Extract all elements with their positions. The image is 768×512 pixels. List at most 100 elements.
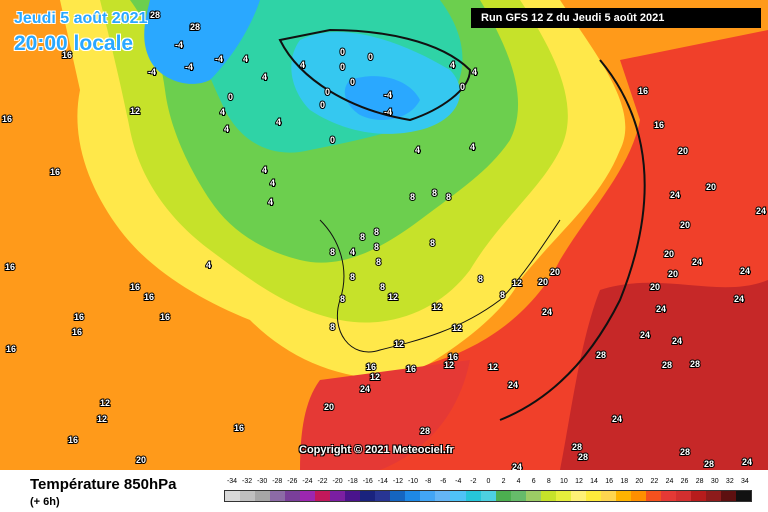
scale-swatch <box>525 491 541 501</box>
scale-tick-label: 22 <box>650 478 659 485</box>
isotherm-value-label: 24 <box>656 304 666 314</box>
isotherm-value-label: -4 <box>150 10 158 20</box>
isotherm-value-label: 24 <box>734 294 744 304</box>
isotherm-value-label: 0 <box>368 52 373 62</box>
isotherm-value-label: 16 <box>654 120 664 130</box>
isotherm-value-label: 8 <box>478 274 483 284</box>
scale-tick-label: -4 <box>455 478 462 485</box>
isotherm-value-label: 28 <box>690 359 700 369</box>
zone-28-plus <box>560 280 768 470</box>
isotherm-value-label: 28 <box>704 459 714 469</box>
isotherm-value-label: 24 <box>672 336 682 346</box>
scale-tick-label: -22 <box>317 478 328 485</box>
scale-swatch <box>465 491 481 501</box>
scale-swatch <box>630 491 646 501</box>
scale-tick-label: 0 <box>486 478 491 485</box>
scale-tick-label: 4 <box>516 478 521 485</box>
isotherm-value-label: 12 <box>488 362 498 372</box>
scale-tick-label: -2 <box>470 478 477 485</box>
isotherm-value-label: 12 <box>444 360 454 370</box>
isotherm-value-label: 8 <box>410 192 415 202</box>
scale-tick-label: -6 <box>440 478 447 485</box>
scale-swatch <box>675 491 691 501</box>
isotherm-value-label: 24 <box>740 266 750 276</box>
scale-swatch <box>450 491 466 501</box>
forecast-time: 20:00 locale <box>14 32 134 55</box>
isotherm-value-label: 24 <box>692 257 702 267</box>
isotherm-value-label: 4 <box>470 142 475 152</box>
isotherm-value-label: 12 <box>512 278 522 288</box>
scale-swatch <box>585 491 601 501</box>
isotherm-value-label: 4 <box>262 165 267 175</box>
isotherm-value-label: -4 <box>215 54 223 64</box>
isotherm-value-label: 24 <box>508 380 518 390</box>
scale-tick-label: -18 <box>347 478 358 485</box>
isotherm-value-label: 8 <box>380 282 385 292</box>
isotherm-value-label: 8 <box>374 242 379 252</box>
scale-swatch <box>615 491 631 501</box>
run-info: Run GFS 12 Z du Jeudi 5 août 2021 <box>471 8 761 28</box>
isotherm-value-label: 8 <box>430 238 435 248</box>
scale-tick-label: 34 <box>741 478 749 485</box>
isotherm-value-label: 28 <box>150 10 160 20</box>
isotherm-value-label: 24 <box>360 384 370 394</box>
isotherm-value-label: 4 <box>300 60 305 70</box>
isotherm-value-label: 4 <box>224 124 229 134</box>
isotherm-value-label: 12 <box>394 339 404 349</box>
isotherm-value-label: 24 <box>640 330 650 340</box>
isotherm-value-label: 8 <box>376 257 381 267</box>
isotherm-value-label: 12 <box>130 106 140 116</box>
scale-swatch <box>375 491 391 501</box>
isotherm-value-label: 0 <box>350 77 355 87</box>
scale-swatch <box>555 491 571 501</box>
isotherm-value-label: 0 <box>340 47 345 57</box>
isotherm-0 <box>278 28 472 122</box>
isotherm-value-label: 8 <box>446 192 451 202</box>
scale-swatch <box>405 491 421 501</box>
copyright-notice: Copyright © 2021 Meteociel.fr <box>299 444 454 456</box>
scale-swatch <box>300 491 316 501</box>
scale-swatch <box>255 491 271 501</box>
isotherm-value-label: 16 <box>366 362 376 372</box>
scale-tick-label: 24 <box>665 478 674 485</box>
scale-swatch <box>285 491 301 501</box>
scale-swatch <box>706 491 722 501</box>
isotherm-value-label: 20 <box>706 182 716 192</box>
isotherm-value-label: 16 <box>6 344 16 354</box>
scale-swatch <box>600 491 616 501</box>
scale-swatch <box>315 491 331 501</box>
scale-tick-label: 20 <box>635 478 644 485</box>
cold-core <box>344 76 420 120</box>
isotherm-value-label: 4 <box>450 60 455 70</box>
scale-swatch <box>330 491 346 501</box>
isotherm-value-label: 24 <box>512 462 522 470</box>
isotherm-value-label: 4 <box>276 117 281 127</box>
cold-pool-west <box>144 0 260 84</box>
legend-subtitle: (+ 6h) <box>30 496 60 508</box>
scale-tick-label: -24 <box>302 478 313 485</box>
isotherm-value-label: 24 <box>756 206 766 216</box>
isotherm-value-label: 20 <box>136 455 146 465</box>
isotherm-value-label: 16 <box>638 86 648 96</box>
scale-tick-label: 12 <box>575 478 583 485</box>
isotherm-value-label: -4 <box>185 62 193 72</box>
isotherm-value-label: 28 <box>596 350 606 360</box>
isotherm-value-label: 12 <box>388 292 398 302</box>
isotherm-value-label: 0 <box>228 92 233 102</box>
isotherm-value-label: 12 <box>100 398 110 408</box>
scale-tick-label: 8 <box>546 478 551 485</box>
isotherm-value-label: 28 <box>190 22 200 32</box>
scale-swatch <box>495 491 511 501</box>
isotherm-value-label: 8 <box>330 322 335 332</box>
scale-tick-label: 2 <box>501 478 506 485</box>
isotherm-value-label: 24 <box>612 414 622 424</box>
legend-title: Température 850hPa <box>30 476 177 493</box>
isotherm-value-label: 28 <box>420 426 430 436</box>
isotherm-value-label: 0 <box>325 87 330 97</box>
isotherm-value-label: 16 <box>406 364 416 374</box>
scale-swatch <box>721 491 737 501</box>
scale-tick-label: 18 <box>620 478 629 485</box>
isotherm-value-label: 4 <box>206 260 211 270</box>
scale-swatch <box>240 491 256 501</box>
